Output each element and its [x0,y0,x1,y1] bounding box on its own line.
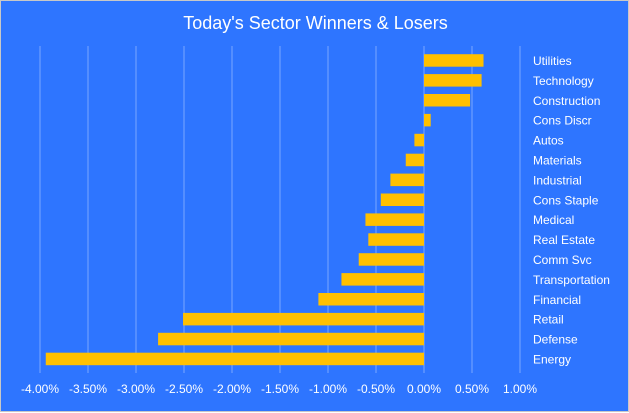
x-tick-label: -3.00% [117,382,155,396]
bar [368,233,424,246]
chart-title: Today's Sector Winners & Losers [183,13,448,33]
category-label: Technology [533,74,594,88]
bars [45,54,484,366]
x-tick-label: 1.00% [503,382,537,396]
category-label: Retail [533,313,564,327]
bar [341,273,424,286]
bar [424,54,484,67]
x-tick-label: -1.50% [261,382,299,396]
category-label: Medical [533,213,574,227]
category-label: Materials [533,153,582,167]
category-label: Autos [533,134,564,148]
category-label: Comm Svc [533,253,592,267]
bar [424,74,482,87]
bar [183,312,424,326]
category-labels: Utilities Technology Construction Cons Disc… [533,54,610,367]
bar [390,173,424,187]
bar [158,332,424,346]
bar [424,94,471,107]
bar [424,113,431,127]
category-label: Construction [533,94,600,108]
x-tick-label: -2.00% [213,382,251,396]
bar [358,253,424,266]
category-label: Defense [533,333,578,347]
bar [405,153,424,167]
x-tick-label: -1.00% [309,382,347,396]
x-tick-label: 0.50% [455,382,489,396]
category-label: Financial [533,293,581,307]
bar [365,213,424,226]
x-tick-label: 0.00% [407,382,441,396]
bar [318,293,424,306]
category-label: Industrial [533,173,582,187]
x-tick-label: -3.50% [69,382,107,396]
category-label: Cons Staple [533,193,599,207]
bar [380,193,424,206]
x-tick-label: -2.50% [165,382,203,396]
x-axis-tick-labels: -4.00% -3.50% -3.00% -2.50% -2.00% -1.50% -1.0… [21,382,537,396]
category-label: Real Estate [533,233,595,247]
x-tick-label: -4.00% [21,382,59,396]
category-label: Cons Discr [533,114,592,128]
category-label: Energy [533,352,571,366]
x-tick-label: -0.50% [357,382,395,396]
bar [45,352,424,366]
category-label: Transportation [533,273,610,287]
bar [414,133,424,147]
category-label: Utilities [533,54,572,68]
